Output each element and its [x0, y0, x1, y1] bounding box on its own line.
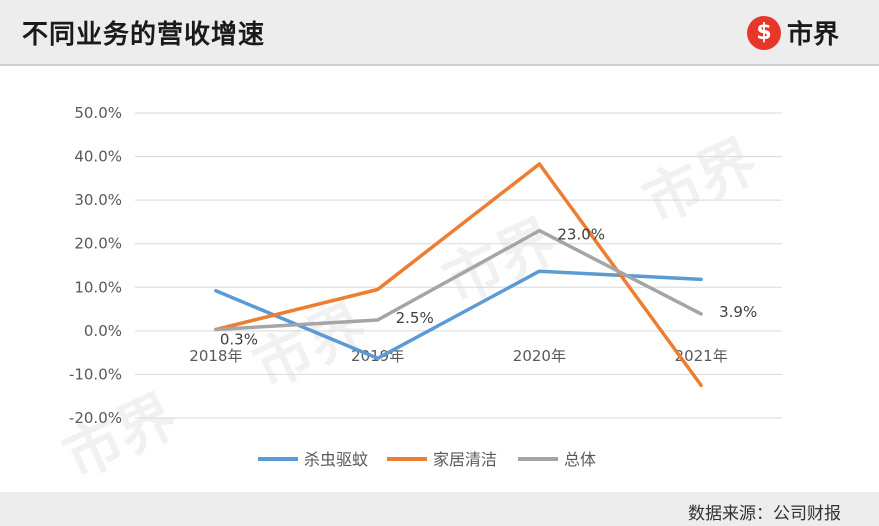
- legend-label: 总体: [564, 450, 596, 469]
- brand-name: 市界: [786, 20, 839, 50]
- data-label: 2.5%: [396, 309, 434, 327]
- y-tick-label: 30.0%: [74, 191, 122, 209]
- x-tick-label: 2021年: [675, 347, 728, 365]
- y-tick-label: -20.0%: [69, 409, 122, 427]
- data-label: 3.9%: [719, 303, 757, 321]
- data-label: 0.3%: [220, 331, 258, 349]
- series-line: [214, 228, 703, 332]
- line-chart: 50.0% 40.0% 30.0% 20.0% 10.0% 0.0% -10.0% -20.0…: [69, 104, 782, 469]
- data-source: 数据来源：公司财报: [688, 504, 841, 524]
- x-tick-label: 2020年: [513, 347, 566, 365]
- data-label: 23.0%: [557, 226, 605, 244]
- series-line: [214, 162, 703, 388]
- brand-logo: $ 市界: [746, 14, 839, 51]
- legend-label: 杀虫驱蚊: [304, 450, 368, 469]
- y-tick-label: -10.0%: [69, 365, 122, 383]
- y-tick-label: 40.0%: [74, 148, 122, 166]
- y-tick-label: 20.0%: [74, 235, 122, 253]
- x-tick-label: 2018年: [189, 347, 242, 365]
- y-tick-label: 0.0%: [84, 322, 122, 340]
- header-bar: [0, 0, 879, 64]
- footer-bar: [0, 492, 879, 526]
- page-title: 不同业务的营收增速: [22, 20, 266, 50]
- legend-label: 家居清洁: [433, 450, 497, 469]
- brand-dollar-icon: $: [746, 15, 781, 50]
- y-tick-label: 10.0%: [74, 278, 122, 296]
- header-divider: [0, 64, 879, 66]
- y-tick-label: 50.0%: [74, 104, 122, 122]
